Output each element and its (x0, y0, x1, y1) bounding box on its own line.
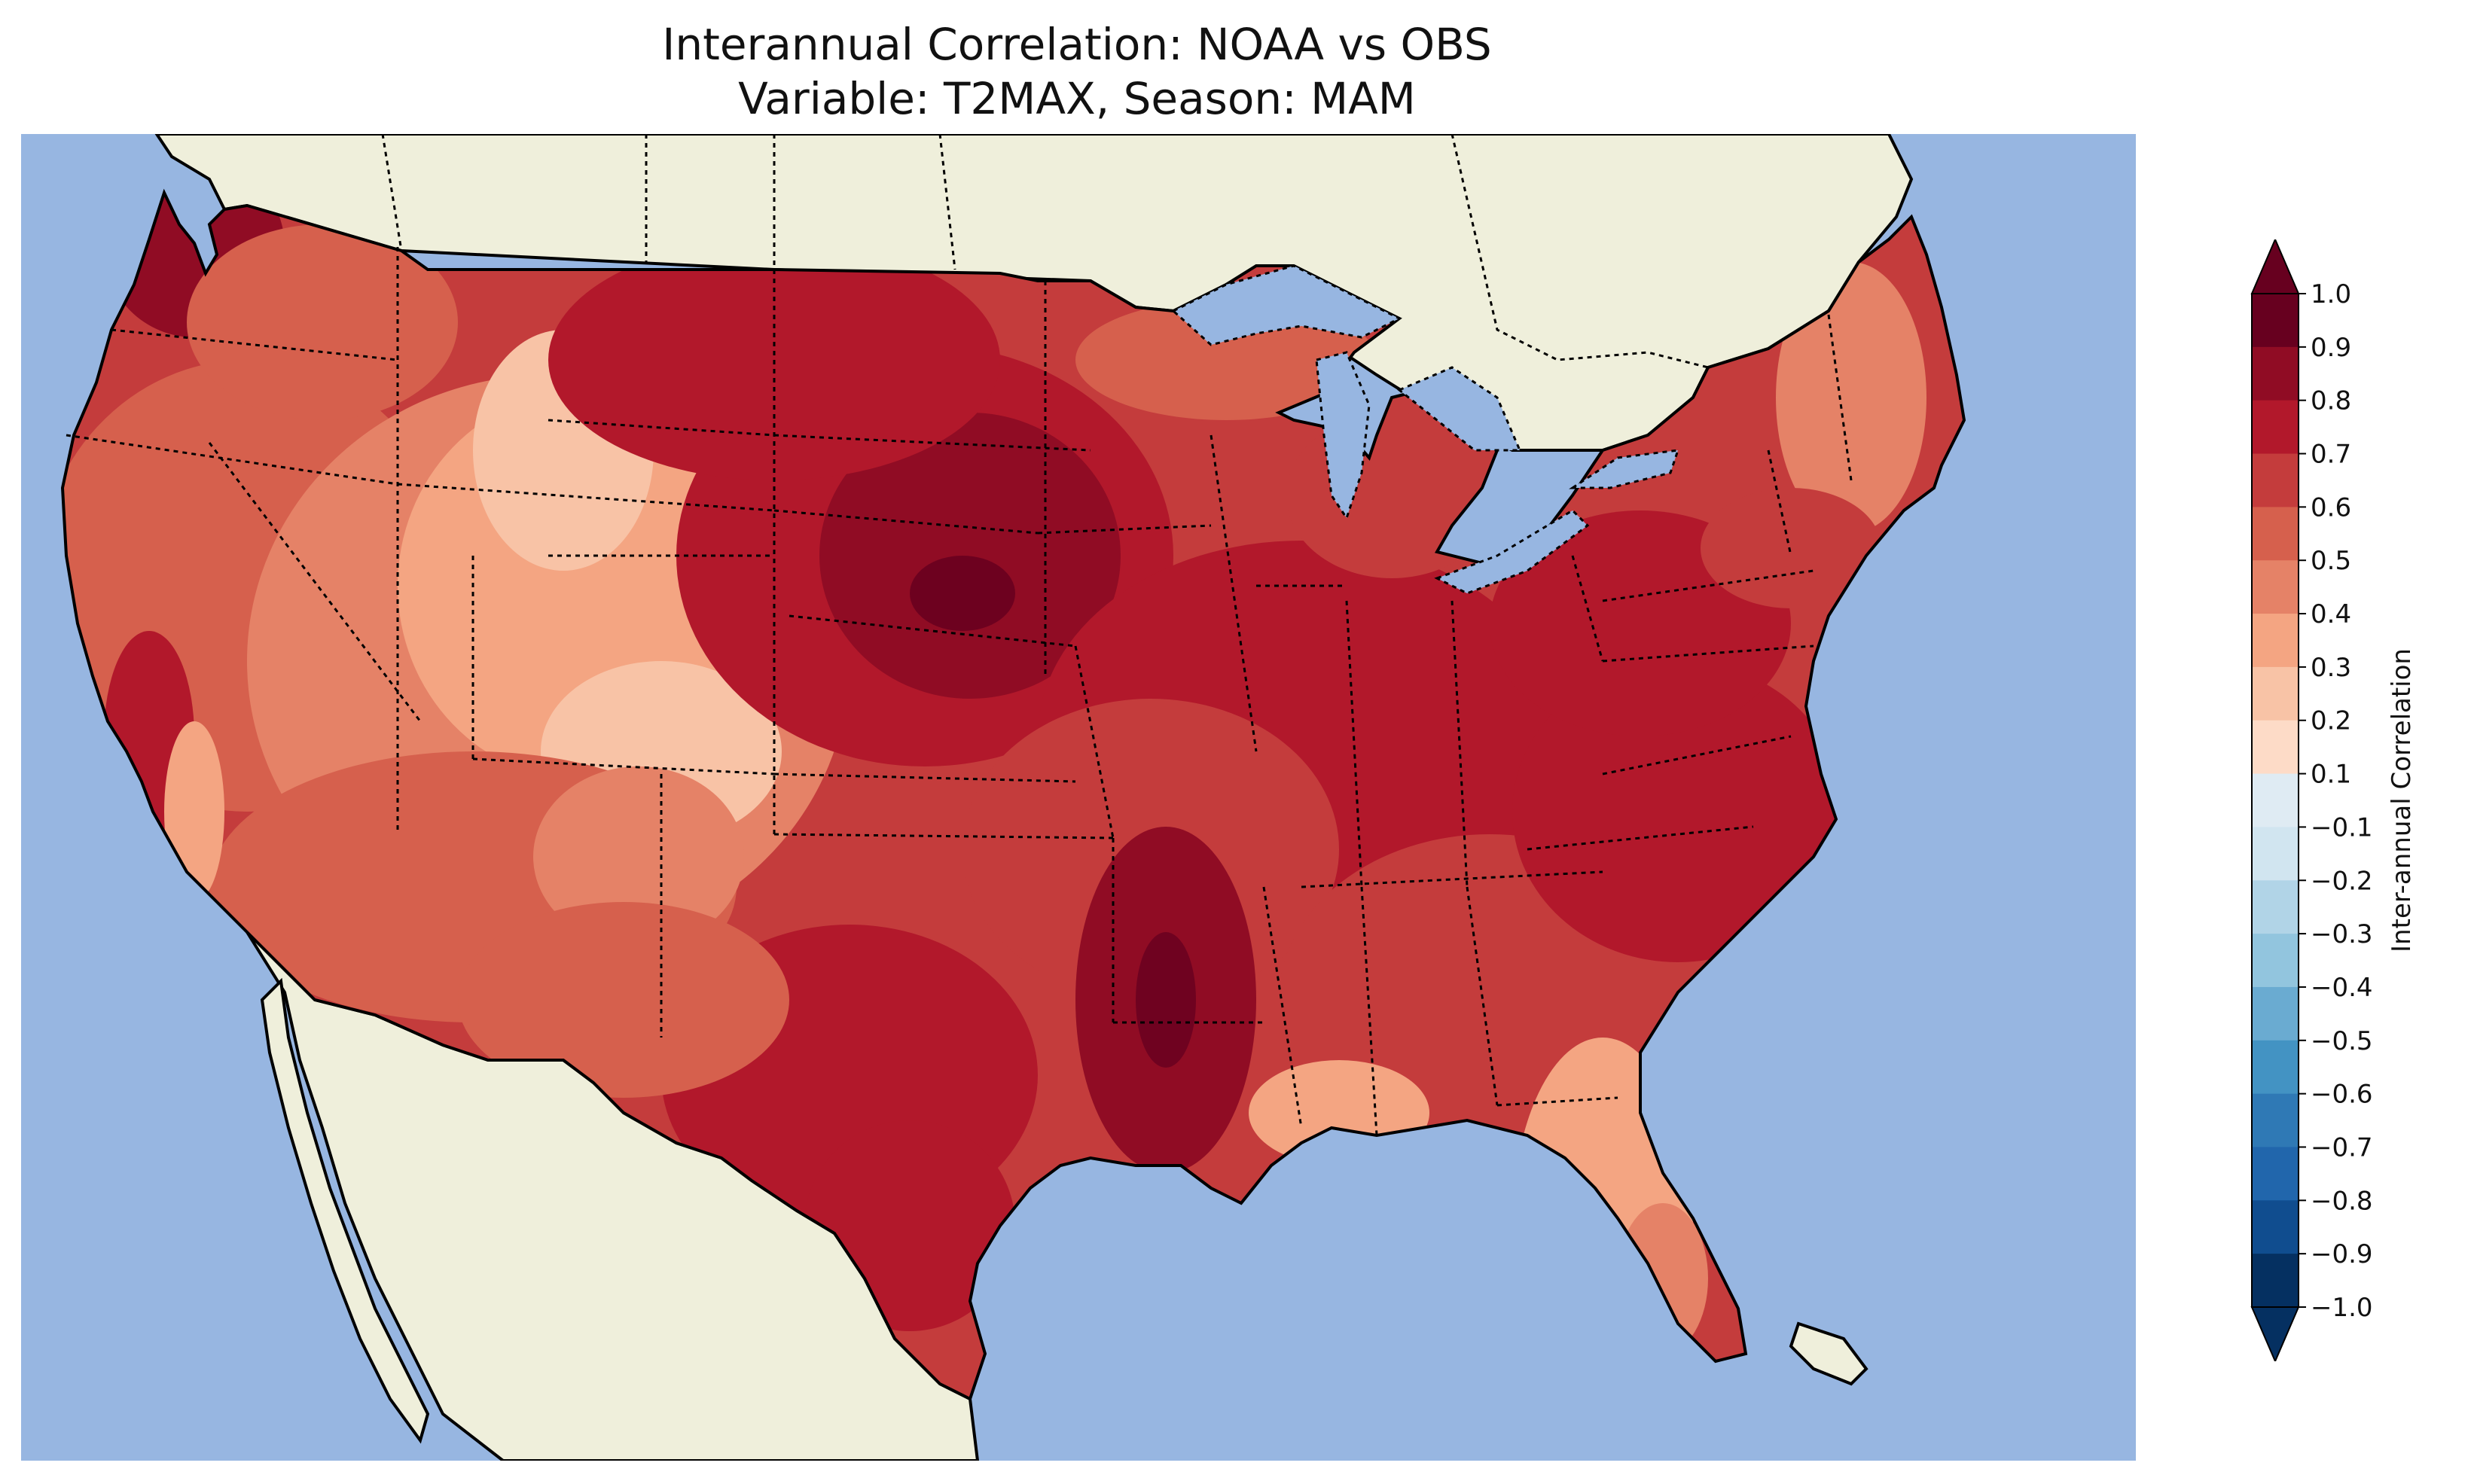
correlation-map (21, 134, 2136, 1461)
colorbar-tick-label: 0.3 (2311, 653, 2351, 683)
colorbar-band (2252, 934, 2299, 988)
colorbar-label: Inter-annual Correlation (2387, 648, 2417, 952)
colorbar-tick-label: −0.7 (2311, 1132, 2373, 1163)
colorbar: 1.0 0.9 0.8 0.7 0.6 0.5 0.4 0.3 0.2 0.1 −0.1 −0.2 −0… (2250, 239, 2417, 1361)
province-borders (381, 134, 1709, 369)
colorbar-band (2252, 986, 2299, 1041)
colorbar-tick-label: 0.9 (2311, 333, 2351, 363)
colorbar-band (2252, 1254, 2299, 1308)
colorbar-band (2252, 507, 2299, 561)
colorbar-band (2252, 453, 2299, 507)
colorbar-band (2252, 720, 2299, 775)
colorbar-outline (2251, 293, 2299, 1308)
colorbar-tick-label: −0.2 (2311, 866, 2373, 896)
colorbar-band (2252, 294, 2299, 348)
colorbar-band (2252, 827, 2299, 881)
colorbar-band (2252, 614, 2299, 668)
colorbar-band (2252, 1093, 2299, 1147)
colorbar-swatches (2250, 239, 2300, 1361)
colorbar-tick-label: 0.5 (2311, 546, 2351, 576)
colorbar-tick-label: −0.6 (2311, 1080, 2373, 1110)
colorbar-tick-label: 0.8 (2311, 386, 2351, 416)
colorbar-tick-label: 0.1 (2311, 760, 2351, 790)
colorbar-band (2252, 1040, 2299, 1095)
colorbar-tick-label: −0.5 (2311, 1026, 2373, 1056)
colorbar-band (2252, 400, 2299, 455)
colorbar-extend-min (2250, 1306, 2300, 1361)
state-borders (66, 247, 1853, 1136)
colorbar-tick-label: −1.0 (2311, 1293, 2373, 1323)
colorbar-tick-label: −0.8 (2311, 1186, 2373, 1216)
colorbar-tick-label: −0.9 (2311, 1239, 2373, 1269)
colorbar-ticks: 1.0 0.9 0.8 0.7 0.6 0.5 0.4 0.3 0.2 0.1 −0.1 −0.2 −0… (2299, 279, 2373, 1323)
map-subtitle: Variable: T2MAX, Season: MAM (738, 73, 1416, 124)
colorbar-tick-label: 1.0 (2311, 279, 2351, 309)
colorbar-tick-label: −0.3 (2311, 919, 2373, 949)
colorbar-tick-label: 0.2 (2311, 706, 2351, 736)
colorbar-tick-label: 0.4 (2311, 599, 2351, 629)
colorbar-tick-label: −0.1 (2311, 812, 2373, 843)
colorbar-tick-label: 0.6 (2311, 492, 2351, 523)
colorbar-band (2252, 1147, 2299, 1201)
colorbar-band (2252, 880, 2299, 934)
colorbar-band (2252, 560, 2299, 614)
colorbar-band (2252, 666, 2299, 721)
colorbar-tick-label: −0.4 (2311, 973, 2373, 1003)
colorbar-tick-label: 0.7 (2311, 440, 2351, 470)
land-baja (260, 977, 430, 1444)
colorbar-extend-max (2250, 239, 2300, 294)
colorbar-band (2252, 1200, 2299, 1254)
great-lakes (1171, 264, 1680, 595)
land-cuba (1789, 1321, 1868, 1386)
colorbar-band (2252, 773, 2299, 827)
colorbar-band (2252, 346, 2299, 401)
map-title: Interannual Correlation: NOAA vs OBS (662, 19, 1492, 70)
